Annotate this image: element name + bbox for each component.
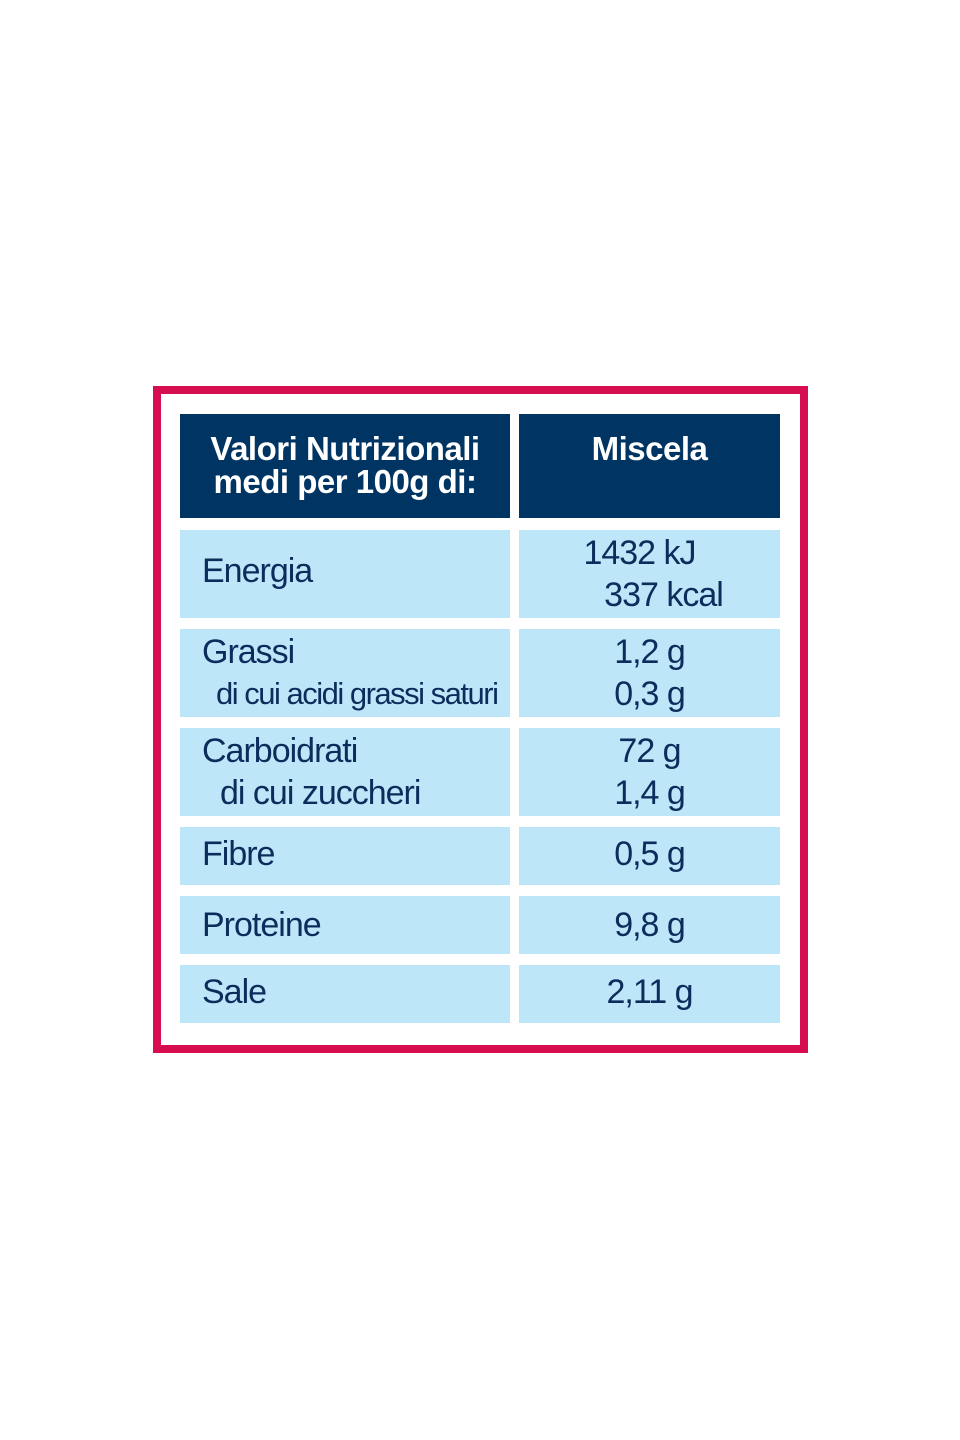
row-fibre-value: 0,5 g <box>519 827 780 885</box>
row-grassi-value: 1,2 g 0,3 g <box>519 629 780 717</box>
value-zuccheri: 1,4 g <box>614 774 686 812</box>
label-sale: Sale <box>202 973 267 1011</box>
header-column-title: Miscela <box>591 430 708 467</box>
label-grassi-saturi: di cui acidi grassi saturi <box>216 676 499 711</box>
row-energia-label: Energia <box>180 530 510 618</box>
value-grassi: 1,2 g <box>614 633 686 671</box>
label-energia: Energia <box>202 552 313 590</box>
label-grassi: Grassi <box>202 633 295 671</box>
row-carboidrati-value: 72 g 1,4 g <box>519 728 780 816</box>
label-zuccheri: di cui zuccheri <box>220 774 421 812</box>
value-energia-kj: 1432 kJ <box>583 534 696 572</box>
value-carboidrati: 72 g <box>618 732 681 770</box>
label-proteine: Proteine <box>202 906 322 944</box>
label-fibre: Fibre <box>202 835 275 873</box>
row-fibre-label: Fibre <box>180 827 510 885</box>
row-grassi-label: Grassi di cui acidi grassi saturi <box>180 629 510 717</box>
value-energia-kcal: 337 kcal <box>604 576 724 614</box>
header-label-cell: Valori Nutrizionali medi per 100g di: <box>180 414 510 518</box>
value-sale: 2,11 g <box>606 973 693 1011</box>
row-carboidrati-label: Carboidrati di cui zuccheri <box>180 728 510 816</box>
row-sale-value: 2,11 g <box>519 965 780 1023</box>
value-grassi-saturi: 0,3 g <box>614 675 686 713</box>
label-carboidrati: Carboidrati <box>202 732 358 770</box>
value-fibre: 0,5 g <box>614 835 686 873</box>
header-label-line2: medi per 100g di: <box>213 463 477 500</box>
row-sale-label: Sale <box>180 965 510 1023</box>
header-label-line1: Valori Nutrizionali <box>210 430 480 467</box>
row-proteine-value: 9,8 g <box>519 896 780 954</box>
row-energia-value: 1432 kJ 337 kcal <box>519 530 780 618</box>
row-proteine-label: Proteine <box>180 896 510 954</box>
header-column-cell: Miscela <box>519 414 780 518</box>
nutrition-table: Valori Nutrizionali medi per 100g di: Mi… <box>153 386 808 1053</box>
value-proteine: 9,8 g <box>614 906 686 944</box>
